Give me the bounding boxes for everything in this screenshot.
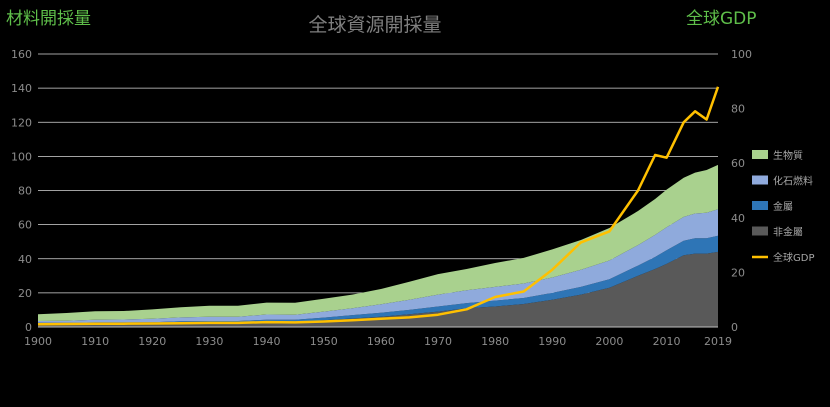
axes: 0 20 40 60 80 100 120 140 160 0 20 40 60 80 100 1900 191… — [11, 48, 752, 348]
legend-swatch — [752, 150, 768, 159]
x-tick-label: 1990 — [538, 335, 566, 348]
left-tick-label: 160 — [11, 48, 32, 61]
legend-label: 全球GDP — [773, 251, 814, 264]
right-tick-label: 40 — [731, 212, 745, 225]
gdp-line — [37, 86, 720, 326]
right-tick-label: 80 — [731, 103, 745, 116]
x-tick-label: 2019 — [704, 335, 732, 348]
legend-label: 非金屬 — [773, 226, 803, 239]
right-axis-label: 全球GDP — [686, 9, 757, 29]
chart-title: 全球資源開採量 — [308, 14, 442, 36]
left-tick-label: 120 — [11, 116, 32, 129]
left-tick-label: 40 — [18, 253, 32, 266]
stacked-areas — [38, 164, 718, 327]
x-tick-label: 1920 — [138, 335, 166, 348]
x-tick-label: 2010 — [653, 335, 681, 348]
left-axis-label: 材料開採量 — [6, 9, 91, 29]
right-tick-label: 100 — [731, 48, 752, 61]
legend-label: 生物質 — [773, 149, 803, 162]
right-tick-label: 20 — [731, 266, 745, 279]
x-tick-label: 1960 — [367, 335, 395, 348]
x-tick-label: 1930 — [195, 335, 223, 348]
left-tick-label: 100 — [11, 150, 32, 163]
right-tick-label: 0 — [731, 321, 738, 334]
legend-swatch — [752, 226, 768, 236]
line-全球GDP — [37, 86, 720, 326]
legend-swatch — [752, 175, 768, 185]
legend-swatch — [752, 201, 768, 210]
x-tick-label: 1940 — [253, 335, 281, 348]
left-tick-label: 20 — [18, 287, 32, 300]
x-tick-label: 1950 — [310, 335, 338, 348]
left-tick-label: 80 — [18, 185, 32, 198]
gridlines — [38, 53, 718, 294]
legend-label: 化石燃料 — [773, 175, 813, 188]
x-tick-label: 2000 — [595, 335, 623, 348]
x-tick-label: 1980 — [481, 335, 509, 348]
right-tick-label: 60 — [731, 157, 745, 170]
area-非金屬 — [38, 251, 718, 327]
legend-label: 金屬 — [773, 200, 793, 213]
left-tick-label: 60 — [18, 219, 32, 232]
left-tick-label: 140 — [11, 82, 32, 95]
x-tick-label: 1910 — [81, 335, 109, 348]
x-tick-label: 1970 — [424, 335, 452, 348]
x-tick-label: 1900 — [24, 335, 52, 348]
left-tick-label: 0 — [25, 321, 32, 334]
